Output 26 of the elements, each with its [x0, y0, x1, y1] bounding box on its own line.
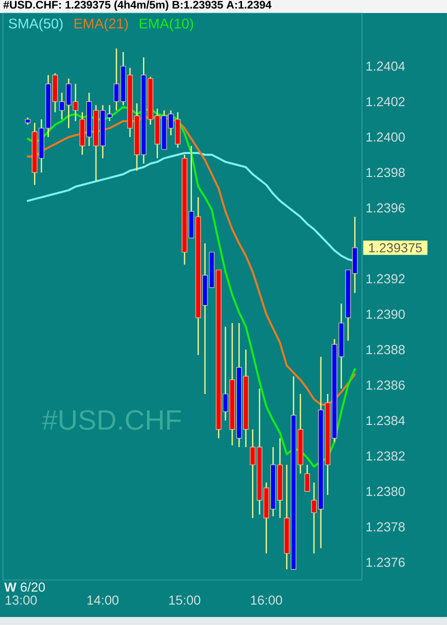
y-tick-label: 1.2396 [366, 203, 405, 213]
y-tick-label: 1.2400 [366, 132, 405, 142]
x-tick-label: 16:00 [251, 596, 282, 605]
x-tick-label: 15:00 [169, 596, 200, 605]
y-tick-label: 1.2378 [366, 522, 405, 532]
text: EMA(21) [74, 18, 128, 32]
y-tick-label: 1.2376 [366, 558, 405, 567]
x-tick-label: 13:00 [6, 596, 37, 605]
chart-title: #USD.CHF: 1.239375 (4h4m/5m) B:1.23935 A:1.2394 [3, 0, 272, 11]
y-tick-label: 1.2382 [366, 451, 405, 461]
y-tick-label: 1.2388 [366, 345, 405, 354]
y-tick-label: 1.2402 [366, 96, 405, 106]
text: SMA(50) [8, 18, 63, 32]
y-tick-label: 1.2386 [366, 380, 405, 390]
candlestick [304, 464, 310, 492]
text: 1.239375 [369, 243, 422, 252]
text: W 6/20 [4, 582, 45, 592]
text: EMA(10) [140, 18, 194, 32]
y-tick-label: 1.2384 [366, 416, 405, 426]
line-series [26, 106, 356, 468]
y-tick-label: 1.2390 [366, 310, 405, 319]
y-tick-label: 1.2380 [366, 486, 405, 496]
y-tick-label: 1.2392 [366, 274, 405, 284]
y-tick-label: 1.2398 [366, 168, 405, 178]
x-tick-label: 14:00 [87, 596, 119, 605]
y-tick-label: 1.2404 [366, 62, 405, 71]
